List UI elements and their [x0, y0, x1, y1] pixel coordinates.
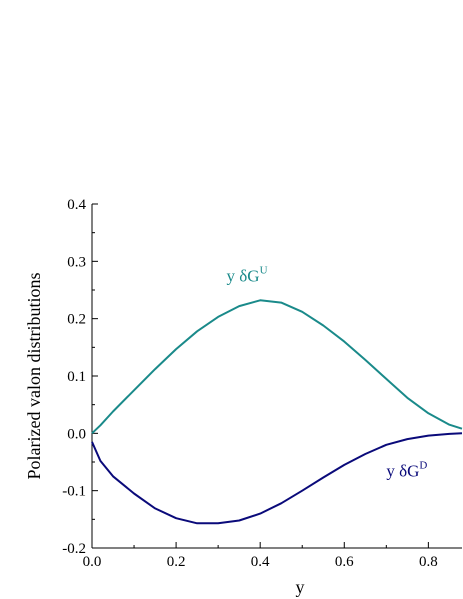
x-tick-label: 0.0 — [83, 554, 102, 570]
x-tick-label: 0.6 — [335, 554, 354, 570]
axes: -0.2 -0.1 0.0 0.1 0.2 0.3 0.4 0.0 0.2 0.4 0.6 0.8 — [62, 197, 462, 570]
y-tick-label: -0.2 — [62, 541, 86, 557]
y-tick-label: 0.2 — [67, 312, 86, 328]
x-axis-title: y — [296, 577, 305, 597]
x-tick-label: 0.4 — [251, 554, 270, 570]
series-group: y δGU y δGD — [91, 264, 463, 525]
y-tick-label: 0.1 — [67, 369, 86, 385]
x-tick-label: 0.8 — [419, 554, 438, 570]
x-tick-label: 0.2 — [167, 554, 186, 570]
y-axis-title: Polarized valon distributions — [24, 273, 44, 480]
series-label-D: y δGD — [386, 459, 427, 480]
y-tick-label: -0.1 — [62, 484, 86, 500]
series-line-U — [91, 299, 463, 435]
y-tick-label: 0.3 — [67, 254, 86, 270]
y-tick-label: 0.0 — [67, 426, 86, 442]
series-line-D — [91, 432, 463, 525]
series-label-U: y δGU — [227, 264, 268, 285]
y-tick-label: 0.4 — [67, 197, 86, 213]
